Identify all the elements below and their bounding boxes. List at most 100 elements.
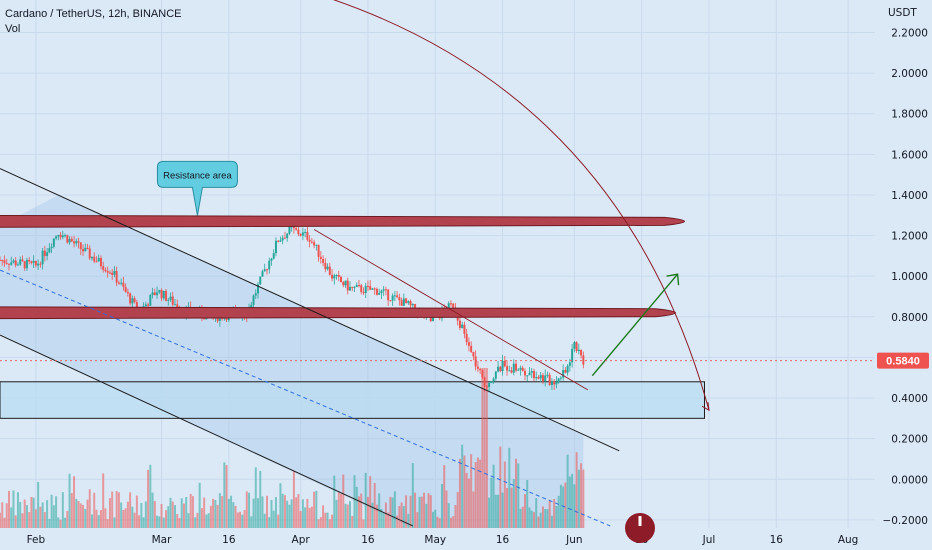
volume-bar <box>494 494 497 528</box>
candle-body <box>557 378 560 383</box>
candle-body <box>326 266 329 270</box>
candle-body <box>550 381 553 385</box>
candle-body <box>66 235 69 243</box>
candle-body <box>160 289 163 299</box>
event-marker-icon[interactable] <box>625 513 655 543</box>
volume-bar <box>416 512 419 528</box>
volume-bar <box>452 516 455 528</box>
last-price-marker: 0.5840 <box>0 352 929 369</box>
volume-bar <box>575 452 578 528</box>
volume-bar <box>380 508 383 528</box>
volume-bar <box>97 515 100 528</box>
volume-bar <box>3 517 6 528</box>
channel-upper-line <box>0 168 620 452</box>
y-tick-label: −0.2000 <box>882 515 928 527</box>
candle-body <box>144 304 147 307</box>
volume-bar <box>16 492 19 528</box>
volume-bar <box>0 512 1 528</box>
candle-body <box>272 253 275 259</box>
volume-bar <box>149 464 152 528</box>
volume-bar <box>346 504 349 528</box>
volume-bar <box>1 502 4 528</box>
candle-body <box>77 241 80 243</box>
volume-bar <box>169 497 172 528</box>
candle-body <box>548 374 551 385</box>
candle-body <box>470 345 473 352</box>
volume-bar <box>126 501 129 528</box>
candle-body <box>497 366 500 372</box>
candle-body <box>559 377 562 379</box>
volume-bar <box>174 505 176 528</box>
volume-bar <box>88 489 91 528</box>
volume-bar <box>86 499 89 528</box>
volume-bar <box>77 500 80 528</box>
candle-body <box>398 297 401 301</box>
volume-bar <box>104 508 107 528</box>
volume-bar <box>43 512 46 528</box>
candle-body <box>519 367 522 370</box>
candle-body <box>274 240 277 254</box>
volume-bar <box>182 503 185 528</box>
y-tick-label: 1.8000 <box>891 109 928 121</box>
volume-bar <box>131 506 134 528</box>
candle-body <box>483 377 486 387</box>
volume-bar <box>503 461 506 528</box>
candle-body <box>64 235 67 237</box>
volume-bar <box>133 512 136 528</box>
volume-bar <box>203 497 206 528</box>
y-tick-label: 2.2000 <box>891 27 928 39</box>
time-scale[interactable] <box>0 528 875 550</box>
candle-body <box>580 349 583 356</box>
candle-body <box>111 272 114 275</box>
symbol-title[interactable]: Cardano / TetherUS, 12h, BINANCE <box>5 8 182 20</box>
candle-body <box>537 377 540 379</box>
volume-bar <box>66 510 69 528</box>
candle-body <box>108 272 111 274</box>
candle-body <box>295 228 298 230</box>
volume-bar <box>191 496 194 528</box>
down-trend-line <box>313 229 589 391</box>
candle-body <box>515 363 518 371</box>
candle-body <box>308 239 311 242</box>
candle-body <box>124 286 127 292</box>
volume-bar <box>167 506 170 528</box>
volume-bar <box>232 502 235 528</box>
volume-bar <box>19 501 22 528</box>
volume-bar <box>48 518 51 528</box>
volume-bar <box>369 476 372 528</box>
volume-bar <box>438 518 441 528</box>
candle-body <box>7 263 10 265</box>
volume-bar <box>218 493 221 528</box>
volume-bar <box>573 484 576 528</box>
volume-bar <box>185 497 188 528</box>
candle-body <box>528 372 531 376</box>
price-scale[interactable] <box>875 0 932 528</box>
volume-bar <box>324 512 327 528</box>
volume-bar <box>427 493 430 528</box>
channel-fill <box>0 195 584 529</box>
volume-bar <box>257 498 260 528</box>
candle-body <box>171 296 174 305</box>
volume-bar <box>461 444 464 528</box>
candle-body <box>337 275 340 277</box>
candle-body <box>333 275 336 279</box>
candle-body <box>257 284 260 294</box>
volume-bar <box>37 481 40 528</box>
volume-bar <box>532 512 535 528</box>
volume-bar <box>472 491 475 528</box>
volume-bar <box>559 484 562 528</box>
candle-body <box>68 238 71 243</box>
volume-bar <box>225 465 228 528</box>
candle-body <box>371 288 374 290</box>
volume-indicator-label[interactable]: Vol <box>5 23 20 35</box>
volume-bar <box>407 513 410 528</box>
volume-bar <box>297 494 300 528</box>
volume-bar <box>223 462 226 528</box>
candle-body <box>254 293 257 296</box>
candle-body <box>270 258 273 261</box>
volume-bar <box>517 463 520 528</box>
volume-bar <box>10 507 13 528</box>
volume-bar <box>360 493 363 528</box>
resistance-callout <box>156 160 238 216</box>
candle-body <box>55 236 58 239</box>
